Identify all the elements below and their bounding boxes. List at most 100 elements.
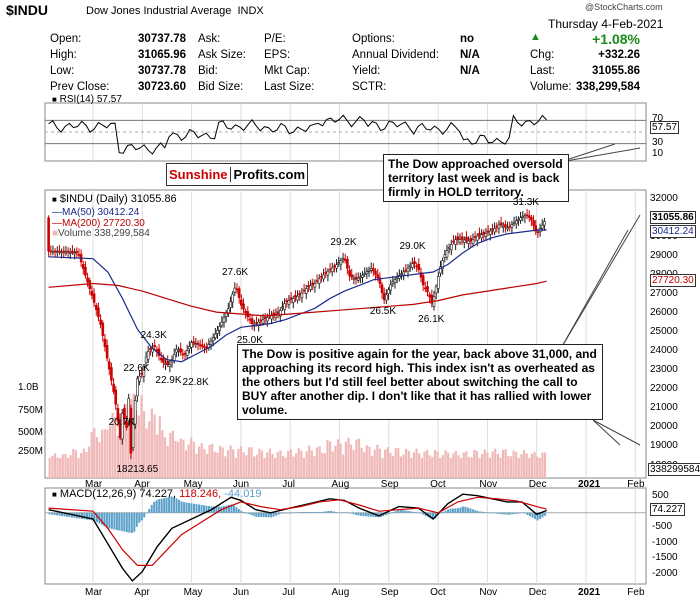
volume-bar — [93, 427, 96, 478]
chg-value: +332.26 — [598, 49, 640, 61]
candle-body — [313, 283, 317, 288]
volume-bar — [452, 453, 455, 478]
candle-body — [248, 318, 252, 321]
candle-body — [400, 273, 403, 275]
month-label-top: May — [183, 479, 203, 490]
macd-hist-bar — [352, 512, 355, 515]
macd-hist-bar — [140, 512, 143, 521]
macd-hist-bar — [349, 512, 352, 514]
volume-bar — [530, 453, 533, 478]
macd-hist-bar — [484, 512, 487, 513]
macd-label: ■ MACD(12,26,9) 74.227, 118.246, -44.019 — [52, 488, 262, 500]
volume-bar — [509, 456, 513, 478]
volume-bar — [360, 447, 363, 478]
candle-body — [460, 236, 464, 240]
macd-hist-bar — [442, 511, 444, 513]
volume-bar — [433, 450, 437, 478]
volume-bar — [192, 441, 195, 478]
volume-bar — [281, 455, 285, 478]
volume-bar — [166, 445, 169, 478]
candle-body — [166, 361, 169, 365]
candle-body — [443, 254, 447, 258]
macd-hist-bar — [150, 504, 153, 513]
macd-hist-bar — [424, 512, 427, 516]
candle-body — [493, 228, 496, 233]
macd-hist-bar — [158, 499, 161, 513]
macd-hist-bar — [476, 511, 479, 513]
quote-table: Open: 30737.78 Ask: P/E: Options: no Hig… — [50, 31, 510, 95]
candle-body — [488, 230, 492, 235]
volume-bar — [318, 446, 321, 478]
candle-body — [190, 342, 193, 348]
candle-body — [491, 228, 494, 231]
candle-body — [49, 250, 53, 253]
watermark: @StockCharts.com — [585, 2, 663, 12]
candle-body — [257, 321, 260, 326]
candle-body — [452, 240, 455, 243]
candle-body — [428, 294, 432, 298]
candle-body — [363, 273, 367, 275]
macd-hist-bar — [83, 512, 86, 520]
macd-value: 74.227, — [139, 488, 177, 500]
macd-hist-bar — [227, 505, 230, 513]
sctr-label: SCTR: — [352, 81, 387, 93]
macd-hist-bar — [521, 512, 524, 513]
macd-hist-bar — [501, 512, 504, 515]
yield-value: N/A — [460, 65, 480, 77]
candle-body — [359, 276, 362, 279]
macd-hist-bar — [504, 512, 507, 515]
candle-body — [153, 344, 156, 347]
candle-body — [501, 225, 505, 228]
month-label-top: Jul — [282, 479, 295, 490]
volume-bar — [253, 456, 256, 478]
candle-body — [162, 357, 165, 363]
candle-body — [534, 225, 538, 232]
candle-body — [380, 284, 384, 294]
volume-bar — [426, 449, 429, 478]
volume-bar — [517, 458, 520, 478]
macd-hist-bar — [315, 512, 317, 513]
candle-body — [527, 215, 531, 218]
candle-body — [235, 288, 239, 291]
volume-bar — [69, 455, 72, 478]
macd-hist-bar — [439, 512, 442, 514]
volume-bar — [184, 450, 188, 478]
candle-body — [66, 250, 70, 253]
candle-body — [237, 288, 241, 298]
volume-bar — [143, 411, 146, 478]
volume-bar — [190, 437, 193, 478]
macd-hist-bar — [48, 512, 51, 515]
candle-body — [103, 338, 107, 348]
macd-hist-bar — [108, 512, 111, 529]
candle-body — [240, 299, 243, 306]
volume-bar — [268, 448, 271, 478]
volume-bar — [355, 439, 358, 478]
volume-bar — [481, 454, 484, 478]
candle-body — [540, 224, 544, 229]
volume-bar — [331, 451, 334, 478]
dividend-label: Annual Dividend: — [352, 49, 439, 61]
volume-bar — [255, 454, 258, 478]
month-label-top: Aug — [331, 479, 350, 490]
macd-hist-bar — [185, 502, 188, 513]
candle-body — [263, 316, 267, 319]
candle-body — [337, 262, 341, 264]
price-tick-label: 29000 — [650, 249, 678, 261]
month-label-bottom: Feb — [627, 587, 645, 598]
candle-body — [346, 258, 349, 269]
volume-bar — [415, 448, 418, 478]
candle-body — [101, 322, 105, 336]
candle-body — [333, 265, 336, 268]
volume-bar — [342, 454, 345, 478]
macd-hist-bar — [486, 512, 489, 513]
macd-hist-bar — [459, 507, 462, 513]
volume-bar — [90, 432, 93, 478]
volume-bar — [67, 458, 70, 478]
macd-hist-bar — [153, 501, 156, 513]
month-label-top: Apr — [134, 479, 150, 490]
candle-body — [475, 235, 479, 241]
volume-tick-label: 500M — [18, 427, 44, 438]
candle-body — [521, 216, 525, 218]
volume-bar — [263, 458, 266, 478]
candle-body — [456, 236, 460, 240]
